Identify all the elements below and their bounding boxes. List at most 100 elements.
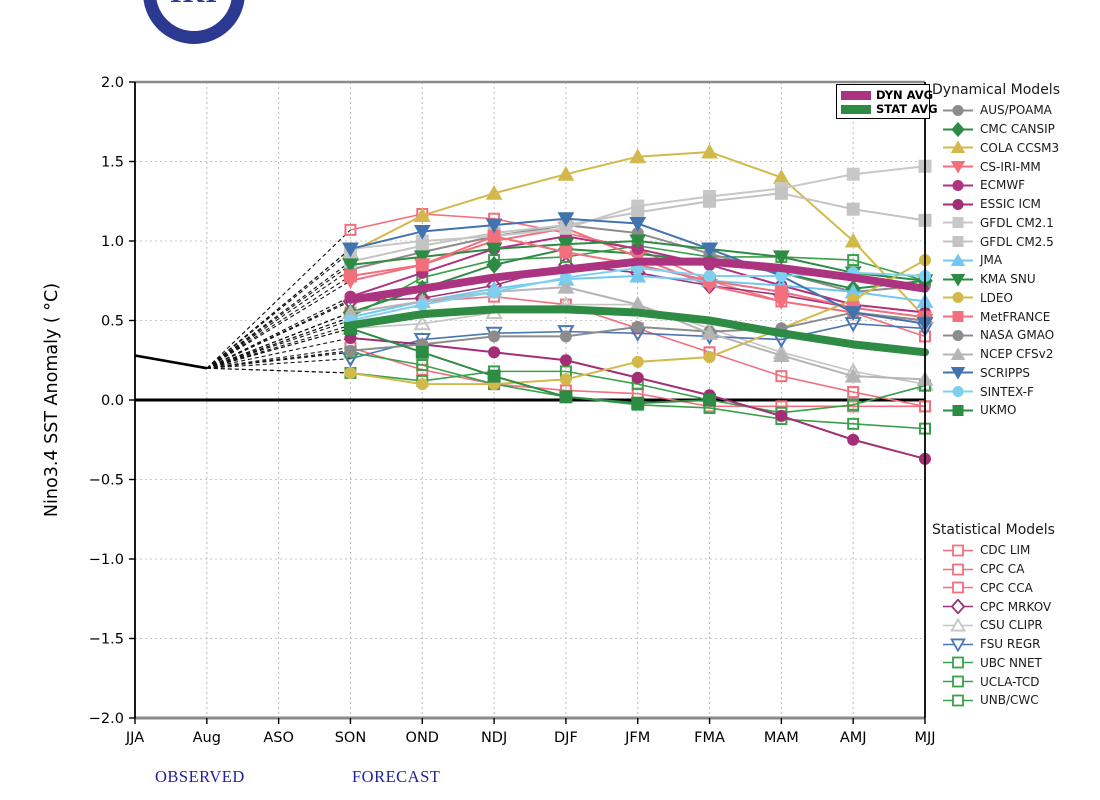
dynamical-models-legend: Dynamical Models AUS/POAMA CMC CANSIP COLA… [930, 82, 1098, 420]
legend-label-cpc-cca: CPC CCA [980, 580, 1033, 595]
legend-item-unb-cwc: UNB/CWC [930, 691, 1098, 710]
legend-item-metfrance: MetFRANCE [930, 307, 1098, 326]
svg-text:MAM: MAM [764, 730, 799, 746]
svg-text:ASO: ASO [263, 730, 294, 746]
cmc-cansip-marker-icon [943, 121, 973, 137]
ldeo-marker-icon [943, 292, 973, 304]
csu-clipr-marker-icon [943, 617, 973, 632]
legend-label-jma: JMA [980, 253, 1003, 268]
statistical-models-title: Statistical Models [932, 522, 1055, 538]
legend-label-cmc-cansip: CMC CANSIP [980, 122, 1055, 137]
legend-label-gfdl-cm2-5: GFDL CM2.5 [980, 234, 1054, 249]
legend-label-kma-snu: KMA SNU [980, 272, 1036, 287]
ukmo-marker-icon [943, 404, 973, 416]
ucla-tcd-marker-icon [943, 675, 973, 688]
legend-item-fsu-regr: FSU REGR [930, 635, 1098, 654]
legend-item-csu-clipr: CSU CLIPR [930, 616, 1098, 635]
legend-label-csu-clipr: CSU CLIPR [980, 618, 1043, 633]
svg-text:−2.0: −2.0 [89, 711, 124, 727]
dyn-avg-legend-row: DYN AVG [841, 88, 933, 102]
legend-label-fsu-regr: FSU REGR [980, 637, 1041, 652]
iri-logo-text: IRI [170, 0, 218, 10]
unb-cwc-marker-icon [943, 694, 973, 707]
legend-item-cs-iri-mm: CS-IRI-MM [930, 157, 1098, 176]
svg-text:OND: OND [406, 730, 439, 746]
stat-avg-line-icon [841, 104, 871, 114]
svg-text:2.0: 2.0 [101, 75, 124, 91]
statistical-models-legend: Statistical Models CDC LIM CPC CA CPC CCA C… [930, 522, 1098, 710]
legend-label-unb-cwc: UNB/CWC [980, 693, 1039, 708]
svg-text:DJF: DJF [554, 730, 578, 746]
svg-text:SON: SON [335, 730, 366, 746]
legend-item-sintex-f: SINTEX-F [930, 382, 1098, 401]
gfdl-cm2-1-marker-icon [943, 217, 973, 229]
gfdl-cm2-5-marker-icon [943, 236, 973, 248]
legend-label-scripps: SCRIPPS [980, 365, 1030, 380]
svg-text:MJJ: MJJ [914, 730, 935, 746]
stat-avg-label: STAT AVG [876, 102, 938, 116]
cpc-ca-marker-icon [943, 563, 973, 576]
legend-item-aus-poama: AUS/POAMA [930, 101, 1098, 120]
svg-text:−1.0: −1.0 [89, 552, 124, 568]
legend-item-scripps: SCRIPPS [930, 364, 1098, 383]
legend-item-gfdl-cm2-5: GFDL CM2.5 [930, 232, 1098, 251]
legend-label-ncep-cfsv2: NCEP CFSv2 [980, 347, 1054, 362]
cpc-cca-marker-icon [943, 581, 973, 594]
legend-label-cdc-lim: CDC LIM [980, 543, 1031, 558]
legend-item-cmc-cansip: CMC CANSIP [930, 120, 1098, 139]
aus-poama-marker-icon [943, 104, 973, 116]
metfrance-marker-icon [943, 311, 973, 323]
svg-text:JJA: JJA [125, 730, 144, 746]
svg-text:−0.5: −0.5 [89, 473, 124, 489]
legend-label-essic-icm: ESSIC ICM [980, 197, 1041, 212]
svg-text:JFM: JFM [624, 730, 650, 746]
legend-label-cs-iri-mm: CS-IRI-MM [980, 159, 1041, 174]
legend-item-nasa-gmao: NASA GMAO [930, 326, 1098, 345]
legend-label-ubc-nnet: UBC NNET [980, 655, 1042, 670]
kma-snu-marker-icon [943, 273, 973, 287]
legend-label-metfrance: MetFRANCE [980, 309, 1051, 324]
ncep-cfsv2-marker-icon [943, 346, 973, 360]
scripps-marker-icon [943, 367, 973, 381]
nasa-gmao-marker-icon [943, 329, 973, 341]
legend-label-cola-ccsm3: COLA CCSM3 [980, 140, 1060, 155]
legend-label-cpc-ca: CPC CA [980, 562, 1025, 577]
essic-icm-marker-icon [943, 198, 973, 210]
legend-item-essic-icm: ESSIC ICM [930, 195, 1098, 214]
legend-item-cpc-cca: CPC CCA [930, 579, 1098, 598]
legend-label-gfdl-cm2-1: GFDL CM2.1 [980, 215, 1054, 230]
legend-label-sintex-f: SINTEX-F [980, 384, 1034, 399]
legend-label-ukmo: UKMO [980, 403, 1017, 418]
legend-label-ecmwf: ECMWF [980, 178, 1026, 193]
legend-item-jma: JMA [930, 251, 1098, 270]
legend-item-ucla-tcd: UCLA-TCD [930, 672, 1098, 691]
jma-marker-icon [943, 253, 973, 266]
dyn-avg-line-icon [841, 90, 871, 100]
legend-label-nasa-gmao: NASA GMAO [980, 328, 1055, 343]
svg-text:Aug: Aug [193, 730, 221, 746]
legend-label-aus-poama: AUS/POAMA [980, 103, 1052, 118]
cpc-mrkov-marker-icon [943, 599, 973, 615]
svg-text:NDJ: NDJ [481, 730, 507, 746]
ecmwf-marker-icon [943, 179, 973, 191]
legend-item-cpc-ca: CPC CA [930, 560, 1098, 579]
legend-label-ucla-tcd: UCLA-TCD [980, 674, 1040, 689]
svg-text:FMA: FMA [694, 730, 725, 746]
legend-item-ldeo: LDEO [930, 289, 1098, 308]
svg-text:0.0: 0.0 [101, 393, 124, 409]
fsu-regr-marker-icon [943, 638, 973, 652]
cdc-lim-marker-icon [943, 544, 973, 557]
cola-ccsm3-marker-icon [943, 140, 973, 154]
legend-item-kma-snu: KMA SNU [930, 270, 1098, 289]
legend-item-cola-ccsm3: COLA CCSM3 [930, 139, 1098, 158]
ubc-nnet-marker-icon [943, 656, 973, 669]
stat-avg-legend-row: STAT AVG [841, 102, 938, 116]
cs-iri-mm-marker-icon [943, 161, 973, 174]
legend-item-ukmo: UKMO [930, 401, 1098, 420]
sintex-f-marker-icon [943, 386, 973, 398]
svg-text:1.5: 1.5 [101, 155, 124, 171]
legend-item-cpc-mrkov: CPC MRKOV [930, 597, 1098, 616]
average-legend: DYN AVG STAT AVG [836, 84, 938, 119]
dynamical-models-title: Dynamical Models [932, 82, 1060, 98]
